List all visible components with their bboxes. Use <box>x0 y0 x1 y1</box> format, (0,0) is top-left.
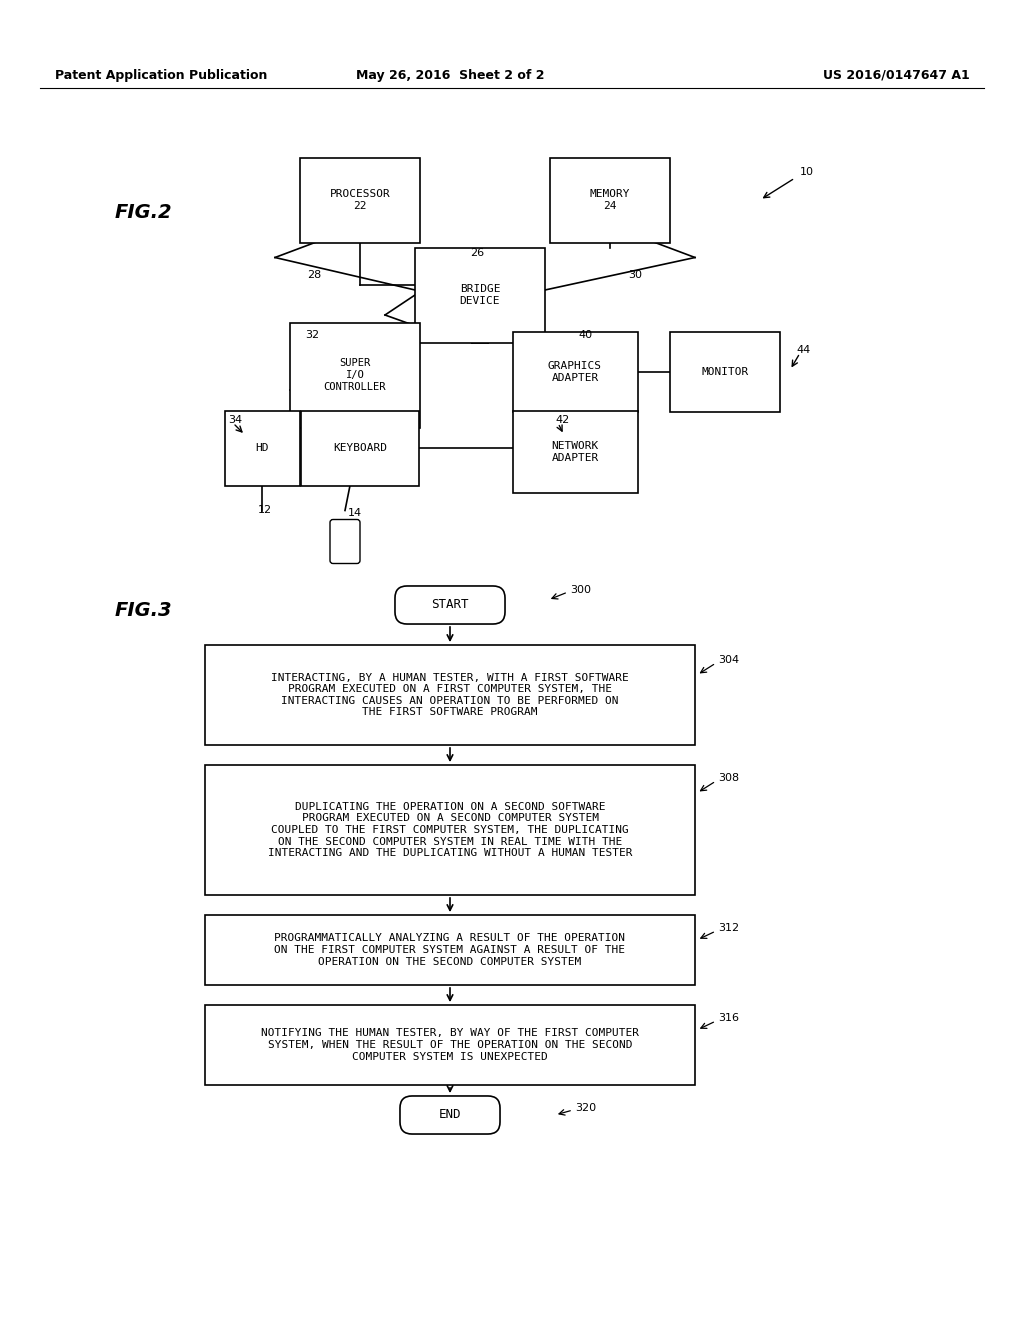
Text: MONITOR: MONITOR <box>701 367 749 378</box>
FancyBboxPatch shape <box>395 586 505 624</box>
FancyBboxPatch shape <box>670 333 780 412</box>
Text: 34: 34 <box>228 414 242 425</box>
Text: PROGRAMMATICALLY ANALYZING A RESULT OF THE OPERATION
ON THE FIRST COMPUTER SYSTE: PROGRAMMATICALLY ANALYZING A RESULT OF T… <box>274 933 626 966</box>
FancyBboxPatch shape <box>550 157 670 243</box>
Text: INTERACTING, BY A HUMAN TESTER, WITH A FIRST SOFTWARE
PROGRAM EXECUTED ON A FIRS: INTERACTING, BY A HUMAN TESTER, WITH A F… <box>271 673 629 717</box>
Text: END: END <box>438 1109 461 1122</box>
Text: 26: 26 <box>470 248 484 257</box>
FancyBboxPatch shape <box>330 520 360 564</box>
FancyBboxPatch shape <box>205 766 695 895</box>
Text: MEMORY
24: MEMORY 24 <box>590 189 630 211</box>
Text: KEYBOARD: KEYBOARD <box>333 444 387 453</box>
Text: 42: 42 <box>555 414 569 425</box>
FancyBboxPatch shape <box>224 411 299 486</box>
Text: 14: 14 <box>348 508 362 517</box>
Text: 320: 320 <box>575 1104 596 1113</box>
Text: 10: 10 <box>800 168 814 177</box>
FancyBboxPatch shape <box>512 411 638 492</box>
Text: 44: 44 <box>796 345 810 355</box>
Text: 40: 40 <box>578 330 592 341</box>
Text: Patent Application Publication: Patent Application Publication <box>55 69 267 82</box>
Text: DUPLICATING THE OPERATION ON A SECOND SOFTWARE
PROGRAM EXECUTED ON A SECOND COMP: DUPLICATING THE OPERATION ON A SECOND SO… <box>267 801 632 858</box>
FancyBboxPatch shape <box>205 915 695 985</box>
Text: 30: 30 <box>628 271 642 280</box>
FancyBboxPatch shape <box>205 1005 695 1085</box>
FancyBboxPatch shape <box>415 248 545 342</box>
FancyBboxPatch shape <box>400 1096 500 1134</box>
FancyBboxPatch shape <box>301 411 419 486</box>
Text: NETWORK
ADAPTER: NETWORK ADAPTER <box>551 441 599 463</box>
FancyBboxPatch shape <box>300 157 420 243</box>
Text: May 26, 2016  Sheet 2 of 2: May 26, 2016 Sheet 2 of 2 <box>355 69 544 82</box>
Text: HD: HD <box>255 444 268 453</box>
Text: 316: 316 <box>718 1012 739 1023</box>
Text: 12: 12 <box>258 506 272 515</box>
Text: 312: 312 <box>718 923 739 933</box>
Text: FIG.2: FIG.2 <box>115 203 173 223</box>
FancyBboxPatch shape <box>205 645 695 744</box>
Text: GRAPHICS
ADAPTER: GRAPHICS ADAPTER <box>548 362 602 383</box>
Text: US 2016/0147647 A1: US 2016/0147647 A1 <box>823 69 970 82</box>
Text: BRIDGE
DEVICE: BRIDGE DEVICE <box>460 284 501 306</box>
Text: FIG.3: FIG.3 <box>115 601 173 619</box>
Text: SUPER
I/O
CONTROLLER: SUPER I/O CONTROLLER <box>324 359 386 392</box>
Text: NOTIFYING THE HUMAN TESTER, BY WAY OF THE FIRST COMPUTER
SYSTEM, WHEN THE RESULT: NOTIFYING THE HUMAN TESTER, BY WAY OF TH… <box>261 1028 639 1061</box>
FancyBboxPatch shape <box>512 333 638 412</box>
Text: 32: 32 <box>305 330 319 341</box>
FancyBboxPatch shape <box>290 322 420 428</box>
Text: 304: 304 <box>718 655 739 665</box>
Text: START: START <box>431 598 469 611</box>
Text: 300: 300 <box>570 585 591 595</box>
Text: 28: 28 <box>307 271 322 280</box>
Text: 308: 308 <box>718 774 739 783</box>
Text: PROCESSOR
22: PROCESSOR 22 <box>330 189 390 211</box>
